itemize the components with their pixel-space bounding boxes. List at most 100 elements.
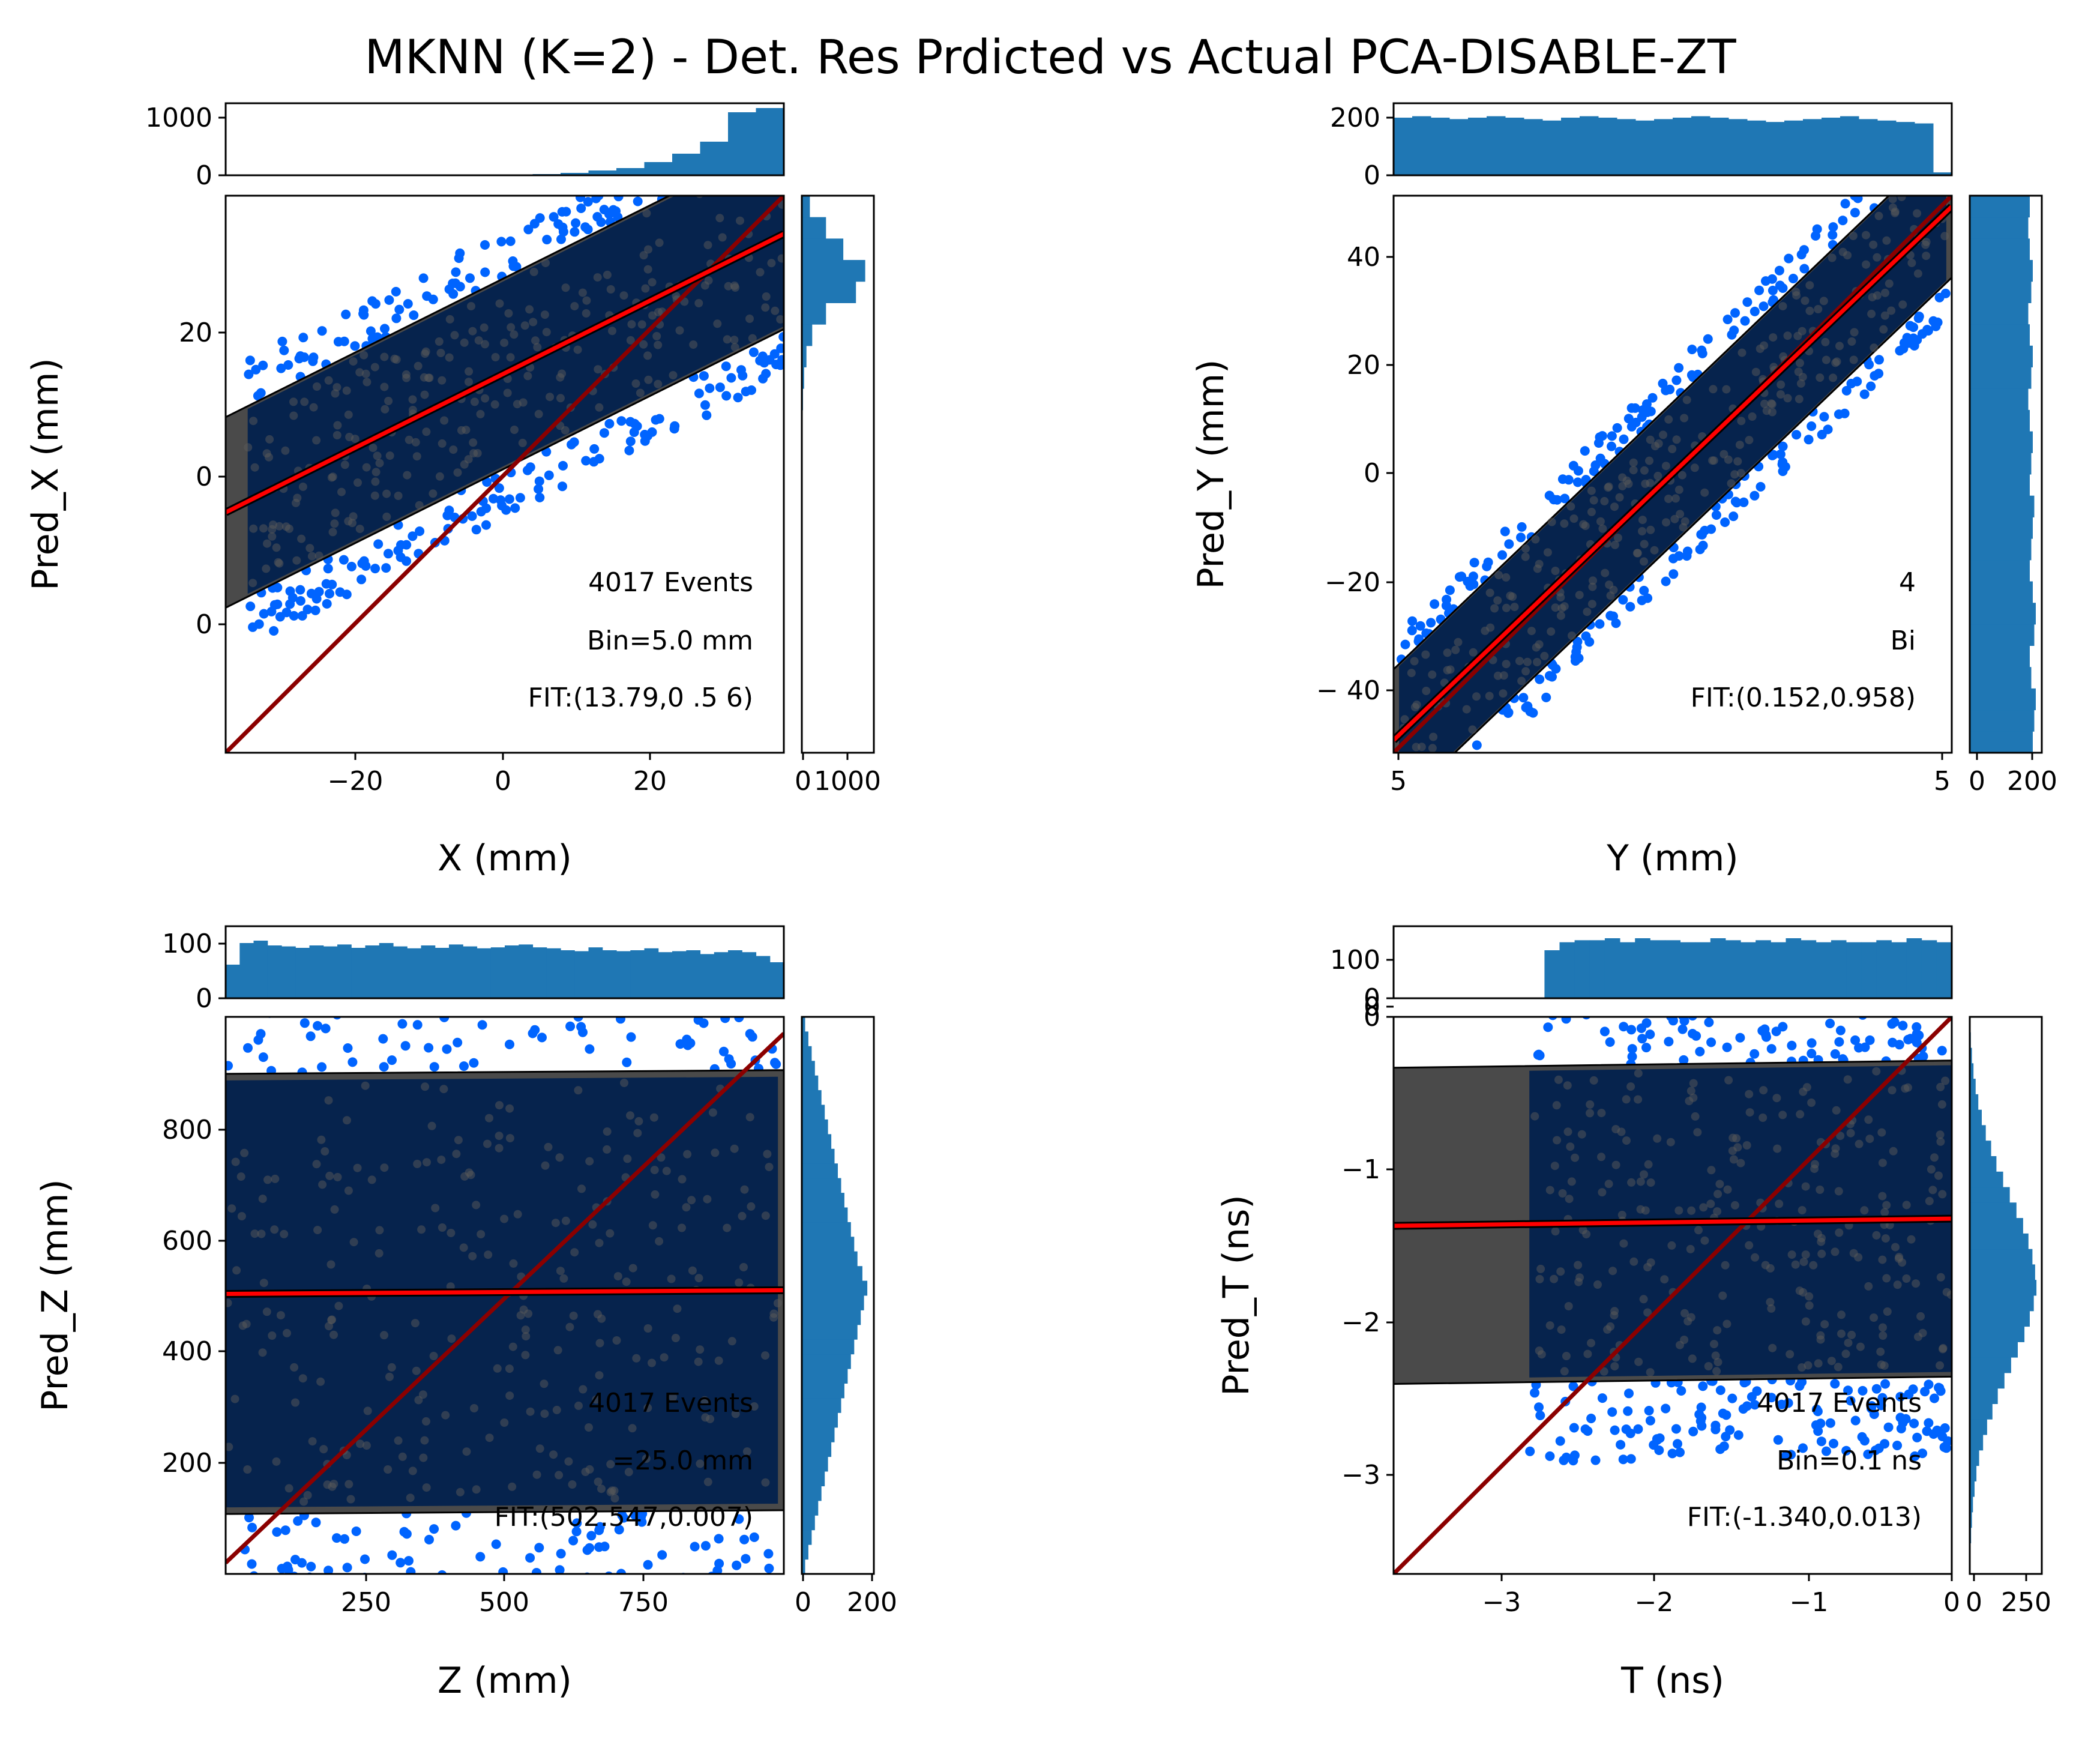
band-point bbox=[257, 1229, 266, 1238]
scatter-point bbox=[630, 418, 640, 429]
hist-bar bbox=[1970, 281, 2032, 303]
band-point bbox=[1922, 238, 1931, 247]
hist-bar bbox=[1970, 1047, 1972, 1064]
hist-bar bbox=[1468, 118, 1487, 175]
band-point bbox=[764, 182, 772, 191]
scatter-point bbox=[741, 1554, 751, 1564]
band-point bbox=[1641, 479, 1650, 488]
band-point bbox=[360, 351, 369, 360]
band-point bbox=[1878, 1192, 1887, 1201]
band-point bbox=[1583, 607, 1592, 616]
hist-bar bbox=[1786, 938, 1802, 998]
scatter-point bbox=[1871, 1384, 1882, 1394]
scatter-point bbox=[1924, 1379, 1934, 1390]
band-point bbox=[457, 426, 466, 435]
band-point bbox=[745, 315, 754, 323]
scatter-point bbox=[1589, 466, 1599, 476]
band-point bbox=[673, 1304, 682, 1313]
band-point bbox=[1670, 514, 1679, 523]
scatter-point bbox=[350, 341, 360, 351]
band-point bbox=[634, 1117, 643, 1126]
scatter-point bbox=[1935, 140, 1945, 150]
band-point bbox=[639, 251, 648, 260]
band-point bbox=[1816, 1335, 1825, 1344]
scatter-point bbox=[1607, 1407, 1617, 1417]
band-point bbox=[300, 397, 309, 406]
band-point bbox=[1936, 1082, 1945, 1091]
band-point bbox=[643, 1324, 652, 1333]
band-point bbox=[1895, 1253, 1904, 1262]
scatter-point bbox=[586, 1531, 597, 1541]
hist-bar bbox=[1970, 581, 2033, 603]
band-point bbox=[1672, 435, 1681, 444]
scatter-point bbox=[1756, 481, 1766, 492]
scatter-point bbox=[1825, 1418, 1835, 1428]
scatter-point bbox=[391, 313, 402, 324]
scatter-point bbox=[595, 1522, 605, 1532]
band-point bbox=[1793, 331, 1802, 340]
scatter-point bbox=[1620, 999, 1630, 1009]
top-hist-frame bbox=[224, 102, 785, 176]
scatter-point bbox=[1621, 1424, 1631, 1434]
hist-bar bbox=[802, 1471, 825, 1486]
band-point bbox=[1661, 462, 1670, 471]
y-tick-label: 0 bbox=[196, 609, 212, 640]
hist-bar bbox=[1740, 942, 1756, 998]
scatter-point bbox=[400, 1041, 411, 1051]
band-point bbox=[453, 468, 462, 477]
scatter-point bbox=[282, 1561, 292, 1572]
band-point bbox=[1710, 1340, 1718, 1349]
scatter-point bbox=[732, 1560, 742, 1570]
scatter-point bbox=[1661, 576, 1671, 586]
band-point bbox=[509, 1259, 518, 1268]
scatter-point bbox=[1561, 1017, 1571, 1024]
band-point bbox=[1878, 1255, 1887, 1264]
band-point bbox=[1772, 1094, 1781, 1103]
scatter-point bbox=[597, 1004, 607, 1013]
band-point bbox=[375, 459, 384, 468]
scatter-point bbox=[624, 445, 634, 456]
band-point bbox=[329, 1330, 338, 1339]
band-point bbox=[644, 245, 652, 254]
scatter-point bbox=[310, 605, 320, 615]
scatter-point bbox=[1859, 389, 1870, 399]
hist-bar bbox=[802, 367, 804, 389]
hist-bar bbox=[1756, 940, 1771, 998]
band-point bbox=[1587, 507, 1596, 516]
scatter-point bbox=[1758, 1003, 1768, 1013]
band-point bbox=[485, 1114, 493, 1123]
scatter-point bbox=[1858, 1017, 1867, 1020]
band-points bbox=[1399, 196, 1949, 753]
band-point bbox=[345, 433, 354, 441]
scatter-point bbox=[391, 286, 401, 297]
band-point bbox=[1536, 1264, 1545, 1273]
band-point bbox=[262, 1307, 271, 1316]
hist-bar bbox=[616, 951, 631, 998]
band-point bbox=[636, 388, 645, 397]
band-point bbox=[449, 445, 458, 454]
hist-bar bbox=[644, 162, 673, 175]
band-point bbox=[628, 1424, 637, 1433]
hist-bar bbox=[1877, 120, 1897, 175]
band-point bbox=[363, 378, 372, 387]
band-point bbox=[353, 1163, 362, 1172]
scatter-point bbox=[1731, 498, 1742, 508]
band-point bbox=[272, 1457, 281, 1466]
hist-bar bbox=[1665, 940, 1680, 998]
hist-bar bbox=[490, 947, 505, 998]
band-point bbox=[735, 1278, 744, 1287]
scatter-point bbox=[1593, 438, 1604, 448]
band-point bbox=[555, 1471, 564, 1480]
scatter-point bbox=[1703, 334, 1713, 344]
band-point bbox=[643, 351, 652, 360]
band-point bbox=[385, 451, 394, 460]
band-point bbox=[1550, 1162, 1559, 1171]
band-point bbox=[467, 302, 475, 311]
band-point bbox=[1575, 591, 1584, 600]
dense-points-region bbox=[247, 196, 784, 594]
band-point bbox=[1485, 588, 1494, 597]
scatter-point bbox=[1582, 1017, 1591, 1020]
scatter-point bbox=[640, 436, 650, 446]
